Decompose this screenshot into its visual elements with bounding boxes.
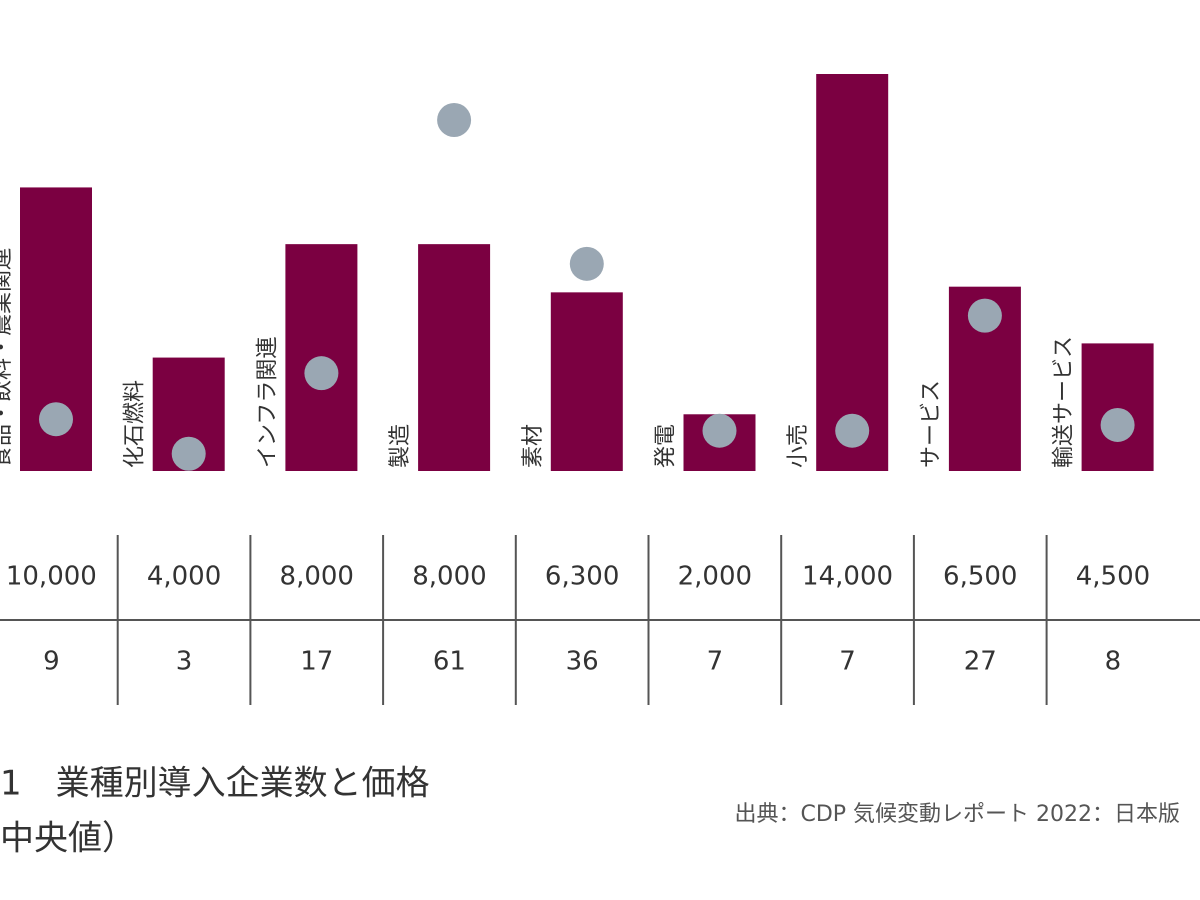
dot (967, 298, 1002, 333)
price-cell: 4,000 (147, 562, 221, 592)
source-note: 出典：CDP 気候変動レポート 2022：日本版 (734, 802, 1180, 827)
price-cell: 8,000 (280, 562, 354, 592)
count-cell: 3 (176, 647, 193, 677)
category-label: 小売 (786, 424, 811, 468)
category-label: 輸送サービス (1052, 336, 1077, 468)
category-label: 食品・飲料・農業関連 (0, 248, 15, 468)
bar (418, 244, 491, 471)
dot (569, 246, 604, 281)
bar (1081, 343, 1154, 471)
dot (304, 356, 339, 391)
chart-title: 1 業種別導入企業数と価格 (0, 764, 430, 804)
count-cell: 36 (566, 647, 599, 677)
count-cell: 8 (1105, 647, 1122, 677)
count-cell: 9 (43, 647, 60, 677)
count-cell: 61 (433, 647, 466, 677)
price-cell: 2,000 (678, 562, 752, 592)
count-cell: 7 (707, 647, 724, 677)
category-label: 化石燃料 (123, 380, 148, 468)
dot (171, 436, 206, 471)
chart-title: 中央値） (0, 819, 136, 859)
category-label: 素材 (521, 424, 546, 468)
category-label: 発電 (654, 424, 679, 468)
price-cell: 4,500 (1076, 562, 1150, 592)
price-cell: 6,300 (545, 562, 619, 592)
price-cell: 10,000 (6, 562, 97, 592)
category-label: インフラ関連 (255, 337, 280, 468)
category-label: 製造 (388, 424, 413, 468)
bar (816, 74, 889, 471)
count-cell: 27 (964, 647, 997, 677)
price-cell: 8,000 (412, 562, 486, 592)
dot (1100, 407, 1135, 442)
category-label: サービス (919, 380, 944, 468)
count-cell: 17 (300, 647, 333, 677)
dot (437, 103, 472, 137)
price-cell: 14,000 (802, 562, 893, 592)
count-cell: 7 (839, 647, 856, 677)
bar (550, 292, 623, 471)
price-cell: 6,500 (943, 562, 1017, 592)
dot (835, 413, 870, 448)
dot (39, 402, 73, 437)
dot (702, 413, 737, 448)
